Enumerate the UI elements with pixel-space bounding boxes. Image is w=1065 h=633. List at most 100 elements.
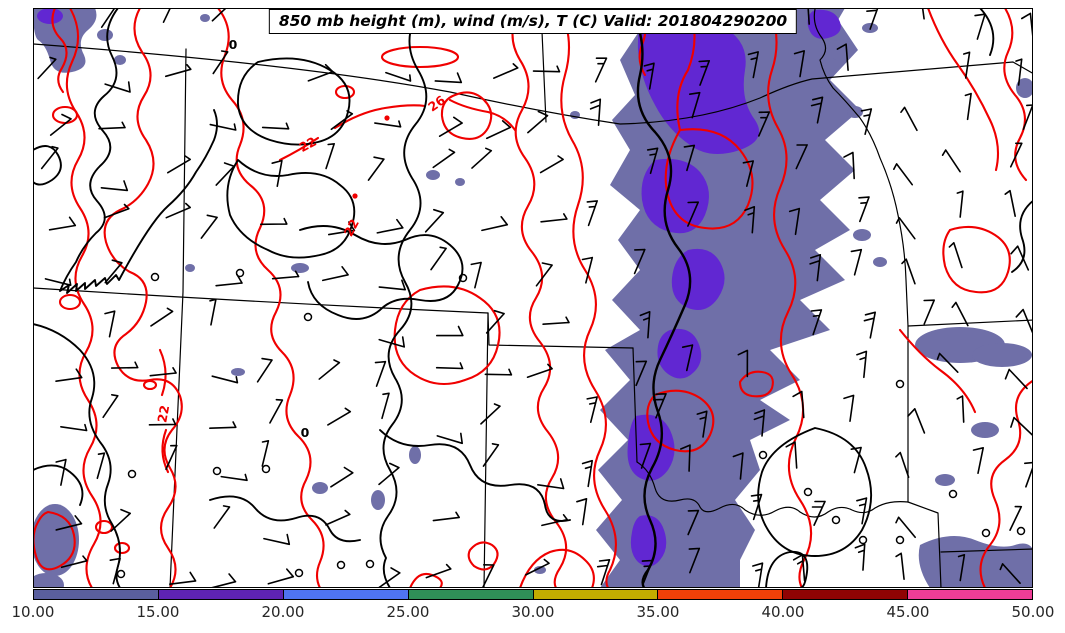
wind-barb (793, 50, 805, 78)
wind-barb (261, 122, 290, 130)
wind-barb (325, 143, 335, 170)
wind-barb (646, 147, 659, 175)
wind-barb (482, 443, 500, 467)
wind-barb (385, 71, 412, 82)
wind-barb (1004, 189, 1016, 217)
wind-barb (854, 543, 866, 571)
wind-barb (532, 65, 561, 73)
wind-barb (596, 559, 611, 586)
wind-barb (271, 270, 300, 280)
wind-barb (540, 213, 568, 223)
wind-barb (901, 258, 916, 285)
wind-barb (542, 316, 570, 325)
calm-wind-circle (294, 568, 304, 578)
wind-barb (493, 63, 519, 79)
wind-barb (1009, 142, 1023, 168)
wind-barb (55, 515, 83, 531)
wind-barb (744, 206, 756, 234)
wind-barb (485, 309, 505, 334)
wind-barb (321, 266, 349, 282)
wind-barb (367, 156, 385, 181)
colorbar-segment-40-45 (783, 590, 909, 599)
wind-barb (687, 201, 699, 227)
wind-barb (956, 395, 965, 423)
wind-barb (974, 13, 986, 40)
colorbar-tick-labels: 10.00 15.00 20.00 25.00 30.00 35.00 40.00 45.00… (0, 603, 1065, 625)
wind-barb (430, 246, 447, 271)
wind-barb (795, 144, 808, 170)
wind-barb (48, 216, 77, 231)
colorbar-tick-label: 30.00 (511, 603, 555, 621)
wind-barb (732, 452, 744, 480)
wind-barb (1004, 368, 1028, 390)
wind-barb (895, 451, 910, 479)
wind-barb (810, 309, 823, 336)
wind-barb (424, 208, 445, 233)
shaded-field-light (33, 8, 1033, 588)
wind-barb (586, 396, 598, 424)
wind-barb (374, 360, 387, 387)
wind-barb (752, 562, 764, 588)
wind-barb (162, 8, 171, 23)
colorbar-segment-30-35 (533, 590, 659, 599)
wind-barb (809, 254, 822, 282)
wind-barb (481, 564, 495, 588)
wind-barb (209, 123, 237, 131)
wind-barb (964, 92, 972, 121)
wind-barb (435, 362, 464, 370)
wind-barb (893, 163, 914, 186)
wind-barb (438, 116, 463, 137)
wind-barb (698, 60, 710, 86)
wind-barb (378, 279, 406, 291)
wind-barb (318, 359, 341, 380)
wind-barb (100, 8, 116, 28)
colorbar-segment-25-30 (408, 590, 534, 599)
calm-wind-circle (895, 535, 905, 545)
wind-barb (1015, 308, 1033, 335)
wind-barb (1009, 505, 1023, 531)
wind-barb (1021, 12, 1033, 41)
wind-barb (40, 145, 59, 170)
wind-barb (680, 444, 691, 472)
wind-barb (758, 111, 771, 137)
height-contour-label: 0 (228, 36, 238, 52)
wind-barb (535, 262, 553, 287)
wind-barb (972, 447, 984, 475)
wind-barb (484, 368, 513, 376)
wind-barb (209, 298, 217, 326)
calm-wind-circle (212, 466, 222, 476)
height-contour-label: 0 (300, 424, 310, 440)
wind-barb (856, 350, 868, 379)
wind-barb (55, 368, 83, 382)
wind-barb (641, 559, 654, 586)
wind-barb (149, 367, 177, 377)
wind-barb (843, 151, 855, 180)
wind-barb (165, 444, 178, 471)
wind-barb (948, 242, 963, 269)
wind-barb (811, 500, 826, 526)
colorbar-tick-label: 50.00 (1011, 603, 1055, 621)
calm-wind-circle (1016, 526, 1026, 536)
calm-wind-circle (458, 273, 468, 283)
wind-barb (100, 180, 129, 192)
wind-barb (639, 311, 651, 339)
wind-barb (104, 310, 116, 338)
wind-barb (895, 217, 916, 240)
wind-barb (109, 557, 121, 585)
wind-barb (635, 360, 648, 387)
wind-barb (485, 120, 512, 140)
wind-barb (165, 202, 191, 219)
wind-barb (166, 155, 191, 174)
wind-barb (696, 410, 708, 438)
wind-barb (850, 248, 863, 276)
wind-barb (377, 567, 401, 588)
wind-barb (213, 505, 231, 529)
state-borders (33, 8, 1033, 588)
wind-barb (381, 392, 390, 420)
wind-barb (267, 568, 295, 585)
wind-barb (524, 558, 550, 576)
wind-barb (687, 509, 700, 536)
colorbar-segment-10-15 (34, 590, 159, 599)
wind-barb (102, 394, 119, 419)
